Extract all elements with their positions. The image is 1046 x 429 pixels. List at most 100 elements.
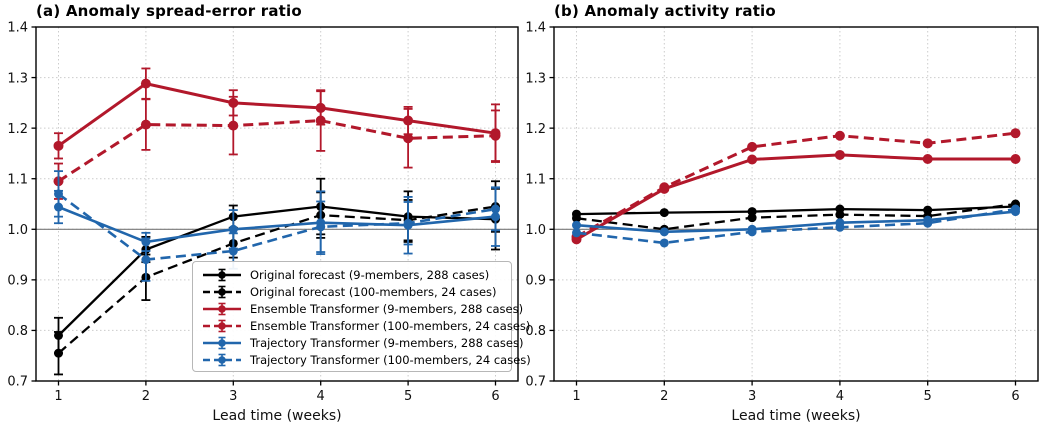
x-tick-label: 3 (229, 389, 237, 404)
legend-marker (218, 355, 226, 364)
legend-marker (218, 270, 226, 279)
data-point (53, 140, 64, 151)
data-point (572, 220, 581, 230)
legend-label: Original forecast (9-members, 288 cases) (250, 267, 490, 282)
legend-entry: Trajectory Transformer (9-members, 288 c… (201, 335, 523, 350)
legend-entry: Trajectory Transformer (100-members, 24 … (201, 352, 531, 367)
data-point (659, 238, 669, 248)
data-point (747, 213, 757, 223)
legend-marker (218, 304, 226, 313)
y-tick-label: 1.4 (7, 21, 28, 36)
data-point (922, 153, 933, 164)
axes-spines (553, 26, 1039, 382)
series-line (576, 207, 1016, 245)
series-line (57, 81, 496, 148)
data-point (572, 228, 581, 238)
y-tick-label: 1.2 (525, 122, 546, 137)
legend-entry: Original forecast (100-members, 24 cases… (201, 284, 503, 299)
legend-entry: Ensemble Transformer (100-members, 24 ca… (201, 318, 530, 333)
data-point (403, 133, 414, 144)
x-tick-label: 6 (491, 389, 499, 404)
legend-marker (218, 321, 226, 330)
series-line (57, 205, 496, 355)
data-point (54, 348, 63, 358)
legend-solid-errorbar-sample (203, 268, 241, 281)
data-point (572, 213, 581, 223)
y-tick-label: 0.9 (525, 274, 546, 289)
data-point (747, 141, 758, 152)
x-tick-label: 1 (572, 389, 580, 404)
x-tick-label: 5 (924, 389, 932, 404)
legend-solid-errorbar-sample (203, 336, 241, 349)
data-point (491, 204, 500, 214)
legend-marker (218, 338, 226, 347)
legend-solid-errorbar-sample (203, 302, 241, 315)
data-point (228, 120, 239, 131)
series-line (576, 210, 1016, 234)
data-point (923, 218, 933, 228)
legend-dashed-errorbar-sample (203, 353, 241, 366)
series (54, 170, 500, 282)
y-tick-label: 0.8 (7, 324, 28, 339)
legend-label: Original forecast (100-members, 24 cases… (250, 284, 497, 299)
data-point (659, 182, 670, 193)
series-line (576, 202, 1016, 231)
x-tick-label: 1 (54, 389, 62, 404)
data-point (141, 255, 151, 265)
data-point (140, 78, 151, 89)
series-line (576, 205, 1016, 216)
data-point (140, 119, 151, 130)
x-tick-label: 5 (404, 389, 412, 404)
axes-spines (35, 26, 519, 382)
data-point (922, 138, 933, 149)
data-point (1011, 204, 1020, 214)
y-tick-label: 1.0 (525, 223, 546, 238)
y-tick-label: 1.3 (7, 71, 28, 86)
x-axis-label: Lead time (weeks) (731, 408, 860, 424)
series-line (575, 131, 1016, 239)
y-tick-label: 1.2 (7, 122, 28, 137)
series-line (57, 119, 496, 183)
data-point (835, 210, 845, 220)
data-point (1010, 128, 1021, 139)
series (53, 67, 501, 163)
panel-a: 1.4 1.3 1.2 1.1 1.0 0.9 0.8 0.7 1 2 3 4 5 6 Lead time … (7, 21, 519, 424)
data-point (403, 218, 413, 228)
series-line (58, 205, 496, 244)
y-tick-label: 0.8 (525, 324, 546, 339)
data-point (834, 130, 845, 141)
data-point (835, 222, 845, 232)
x-tick-label: 4 (836, 389, 844, 404)
panel-b-title: (b) Anomaly activity ratio (554, 2, 776, 20)
legend-label: Trajectory Transformer (100-members, 24 … (250, 352, 531, 367)
legend-entry: Ensemble Transformer (9-members, 288 cas… (201, 301, 523, 316)
series (54, 186, 500, 255)
data-point (315, 115, 326, 126)
panel-a-title: (a) Anomaly spread-error ratio (36, 2, 302, 20)
y-tick-label: 0.9 (7, 274, 28, 289)
x-tick-label: 6 (1011, 389, 1019, 404)
legend-dashed-errorbar-sample (203, 319, 241, 332)
data-point (747, 227, 757, 237)
y-tick-label: 1.1 (7, 172, 28, 187)
series-line (57, 192, 496, 261)
data-point (228, 246, 238, 256)
x-tick-label: 4 (317, 389, 325, 404)
legend-dashed-errorbar-sample (203, 285, 241, 298)
x-tick-label: 2 (142, 389, 150, 404)
data-point (490, 130, 501, 141)
data-point (747, 154, 758, 165)
data-point (659, 208, 669, 218)
x-axis-label: Lead time (weeks) (212, 408, 341, 424)
data-point (1010, 153, 1021, 164)
data-point (54, 189, 63, 199)
data-point (659, 227, 669, 237)
data-point (228, 224, 238, 234)
x-tick-label: 3 (748, 389, 756, 404)
series (572, 204, 1020, 248)
y-tick-label: 0.7 (525, 375, 546, 390)
y-tick-label: 1.1 (525, 172, 546, 187)
x-tick-label: 2 (660, 389, 668, 404)
